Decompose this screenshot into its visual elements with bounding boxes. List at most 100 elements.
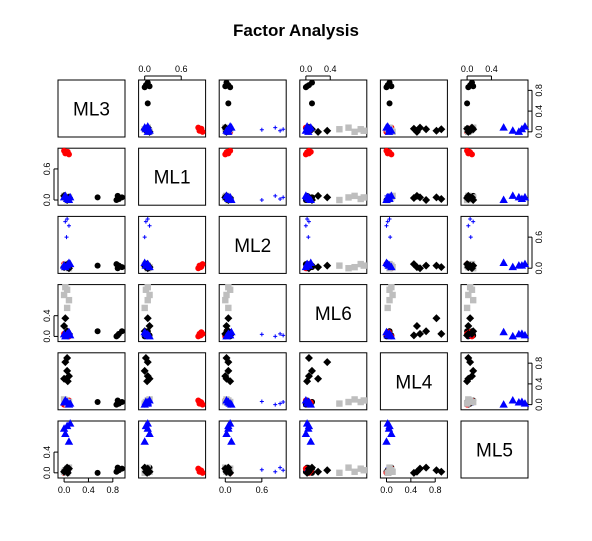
data-point-g0-p4-ml2-vs-ml3 — [225, 100, 232, 107]
data-point-g5-p4-ml3-vs-ml6 — [59, 329, 69, 338]
data-point-g5-p4-ml2-vs-ml6 — [224, 329, 233, 338]
panel-ml5-ml2 — [218, 420, 287, 479]
data-point-g0-p2-ml2-vs-ml3 — [222, 83, 229, 90]
top-tick-label-ml6: 0.0 — [300, 64, 313, 74]
data-point-g0-p3-ml2-vs-ml3 — [227, 84, 234, 91]
data-point-g5-p4-ml5-vs-ml2 — [514, 261, 524, 269]
top-tick-label-ml6: 0.4 — [324, 64, 337, 74]
data-point-g3-p2-ml6-vs-ml3 — [351, 128, 358, 136]
data-point-g4-p5-ml3-vs-ml4 — [63, 377, 72, 386]
data-point-g2-p1-ml6-vs-ml2 — [306, 219, 311, 224]
panel-ml2-ml5 — [460, 215, 529, 274]
data-point-g5-p4-ml1-vs-ml4 — [143, 398, 152, 406]
right-tick-label-ml3: 0.0 — [534, 126, 544, 139]
data-point-g5-p4-ml1-vs-ml6 — [143, 329, 152, 338]
data-point-g5-p3-ml5-vs-ml2 — [499, 258, 508, 267]
panel-grid: ML3 ML1 ML2 ML6 ML4 ML5 0.0 0.4 0.8 0.0 0.4 0.8 0.0 0… — [42, 64, 544, 495]
data-point-g4-p4-ml6-vs-ml4 — [307, 366, 316, 375]
data-point-g0-p3-ml5-vs-ml3 — [465, 84, 472, 91]
data-point-g2-p1-ml2-vs-ml1 — [278, 196, 283, 201]
data-point-g4-p1-ml4-vs-ml2 — [432, 261, 441, 270]
data-point-g2-p0-ml2-vs-ml5 — [281, 468, 286, 473]
data-point-g4-p3-ml6-vs-ml3 — [314, 127, 323, 136]
data-point-g2-p2-ml3-vs-ml2 — [66, 223, 71, 228]
data-point-g0-p3-ml1-vs-ml3 — [141, 84, 148, 91]
data-point-g3-p1-ml6-vs-ml2 — [357, 260, 364, 268]
data-point-g5-p3-ml3-vs-ml5 — [64, 437, 74, 445]
data-point-g3-p3-ml1-vs-ml6 — [141, 304, 148, 312]
data-point-g0-p3-ml3-vs-ml2 — [113, 261, 120, 268]
data-point-g3-p2-ml1-vs-ml6 — [146, 291, 153, 299]
data-point-g4-p1-ml2-vs-ml6 — [224, 314, 233, 323]
panel-ml5-ml3 — [57, 420, 126, 479]
data-point-g2-p3-ml6-vs-ml2 — [306, 235, 311, 240]
data-point-g5-p4-ml4-vs-ml3 — [384, 127, 394, 135]
data-point-g3-p3-ml6-vs-ml4 — [336, 400, 343, 407]
data-point-g4-p5-ml5-vs-ml4 — [463, 377, 472, 386]
data-point-g4-p1-ml3-vs-ml4 — [61, 358, 70, 367]
data-point-g2-p3-ml2-vs-ml1 — [259, 198, 264, 203]
data-point-g5-p3-ml5-vs-ml6 — [499, 327, 508, 336]
data-point-g3-p3-ml4-vs-ml5 — [384, 469, 391, 477]
data-point-g0-p4-ml4-vs-ml3 — [386, 100, 393, 107]
panel-ml4-ml2 — [218, 352, 287, 411]
data-point-g5-p4-ml6-vs-ml1 — [304, 192, 313, 201]
data-point-g2-p3-ml2-vs-ml3 — [259, 127, 264, 132]
data-point-g4-p4-ml2-vs-ml4 — [224, 366, 233, 375]
data-point-g5-p3-ml3-vs-ml2 — [64, 258, 74, 267]
data-point-g2-p1-ml2-vs-ml4 — [278, 401, 283, 406]
data-point-g3-p4-ml6-vs-ml2 — [345, 265, 352, 272]
data-point-g4-p1-ml6-vs-ml5 — [323, 466, 332, 475]
data-point-g4-p4-ml3-vs-ml5 — [63, 463, 72, 472]
data-point-g5-p4-ml3-vs-ml5 — [59, 424, 69, 432]
data-point-g0-p4-ml3-vs-ml4 — [94, 399, 101, 406]
data-point-g4-p4-ml4-vs-ml2 — [422, 261, 431, 270]
data-point-g4-p1-ml5-vs-ml4 — [466, 358, 475, 367]
data-point-g0-p3-ml3-vs-ml6 — [113, 333, 120, 340]
data-point-g2-p2-ml2-vs-ml5 — [273, 469, 278, 474]
data-point-g3-p3-ml6-vs-ml1 — [336, 196, 343, 204]
data-point-g0-p3-ml3-vs-ml4 — [113, 401, 120, 408]
data-point-g5-p4-ml5-vs-ml1 — [514, 192, 524, 201]
data-point-g5-p4-ml2-vs-ml4 — [224, 398, 233, 406]
left-tick-label-ml6: 0.4 — [42, 309, 52, 322]
data-point-g4-p4-ml4-vs-ml1 — [422, 196, 431, 205]
data-point-g5-p4-ml5-vs-ml6 — [514, 329, 524, 338]
data-point-g3-p4-ml4-vs-ml6 — [386, 296, 393, 304]
panel-ml2-ml4 — [379, 215, 448, 274]
data-point-g5-p4-ml6-vs-ml4 — [304, 398, 313, 406]
data-point-g2-p0-ml2-vs-ml3 — [281, 127, 286, 132]
data-point-g4-p1-ml6-vs-ml3 — [323, 126, 332, 135]
data-point-g1-p4-ml3-vs-ml1 — [64, 148, 71, 155]
data-point-g5-p4-ml1-vs-ml5 — [143, 424, 152, 432]
data-point-g3-p2-ml2-vs-ml6 — [223, 291, 230, 299]
data-point-g4-p1-ml5-vs-ml6 — [466, 314, 475, 323]
bottom-tick-label-ml3: 0.4 — [82, 485, 95, 495]
data-point-g4-p5-ml5-vs-ml2 — [463, 260, 472, 269]
data-point-g5-p4-ml2-vs-ml5 — [224, 424, 233, 432]
data-point-g5-p4-ml6-vs-ml5 — [304, 424, 313, 432]
data-point-g2-p3-ml4-vs-ml2 — [388, 235, 393, 240]
right-tick-label-ml2: 0.6 — [534, 231, 544, 244]
data-point-g1-p4-ml2-vs-ml1 — [224, 148, 231, 155]
panel-ml5-ml5 — [460, 420, 529, 479]
data-point-g4-p3-ml1-vs-ml6 — [145, 322, 154, 331]
bottom-tick-label-ml4: 0.0 — [380, 485, 393, 495]
data-point-g0-p2-ml5-vs-ml3 — [470, 83, 477, 90]
data-point-g4-p5-ml4-vs-ml6 — [409, 331, 418, 340]
left-tick-label-ml6: 0.0 — [42, 330, 52, 343]
data-point-g4-p5-ml6-vs-ml4 — [303, 377, 312, 386]
data-point-g5-p4-ml3-vs-ml4 — [59, 398, 69, 406]
top-tick-label-ml5: 0.4 — [485, 64, 498, 74]
data-point-g4-p1-ml6-vs-ml2 — [323, 261, 332, 270]
panel-ml5-ml6 — [299, 420, 368, 479]
panel-ml2-ml2 — [218, 215, 287, 274]
diagonal-label-ml4: ML4 — [395, 372, 432, 393]
data-point-g2-p1-ml3-vs-ml2 — [63, 219, 68, 224]
panel-ml2-ml6 — [299, 215, 368, 274]
data-point-g2-p3-ml2-vs-ml6 — [259, 332, 264, 337]
data-point-g1-p4-ml1-vs-ml3 — [198, 125, 205, 132]
data-point-g4-p1-ml6-vs-ml4 — [323, 358, 332, 367]
data-point-g2-p2-ml2-vs-ml4 — [273, 402, 278, 407]
data-point-g3-p1-ml6-vs-ml1 — [357, 195, 364, 203]
